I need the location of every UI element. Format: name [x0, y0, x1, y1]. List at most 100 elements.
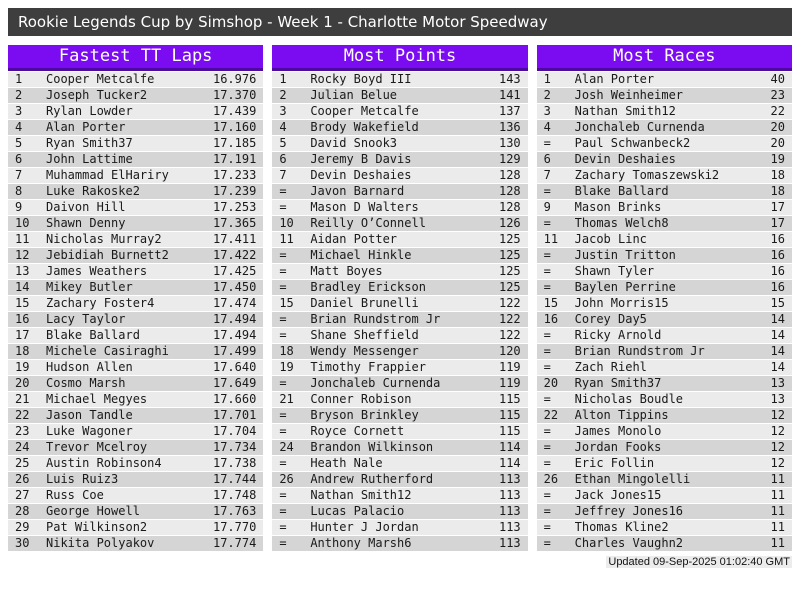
updated-timestamp: Updated 09-Sep-2025 01:02:40 GMT [606, 556, 792, 568]
value-cell: 11 [770, 488, 785, 502]
driver-name-cell: James Weathers [46, 264, 148, 278]
table-row: 22 Jason Tandle 17.701 [8, 408, 264, 423]
driver-name-cell: Charles Vaughn2 [574, 536, 684, 550]
value-cell: 11 [770, 472, 785, 486]
rank-cell: 6 [543, 152, 551, 166]
value-cell: 114 [498, 456, 521, 470]
driver-name-cell: George Howell [46, 504, 140, 518]
table-row: 9 Daivon Hill 17.253 [8, 200, 264, 215]
driver-name-cell: John Lattime [46, 152, 133, 166]
driver-name-cell: Nicholas Murray2 [46, 232, 162, 246]
table-row: = Jordan Fooks 12 [536, 440, 792, 455]
driver-name-cell: Timothy Frappier [310, 360, 426, 374]
rank-cell: 5 [279, 136, 287, 150]
table-row: 22 Alton Tippins 12 [536, 408, 792, 423]
value-cell: 113 [498, 536, 521, 550]
driver-name-cell: John Morris15 [574, 296, 669, 310]
driver-name-cell: Pat Wilkinson2 [46, 520, 148, 534]
rank-cell: 5 [15, 136, 23, 150]
driver-name-cell: Blake Ballard [46, 328, 140, 342]
table-row: = Eric Follin 12 [536, 456, 792, 471]
driver-name-cell: Heath Nale [310, 456, 383, 470]
value-cell: 18 [770, 168, 785, 182]
rank-cell: = [279, 328, 287, 342]
table-row: 24 Trevor Mcelroy 17.734 [8, 440, 264, 455]
table-row: = Mason D Walters 128 [272, 200, 528, 215]
rank-cell: 9 [15, 200, 23, 214]
value-cell: 17.494 [212, 312, 257, 326]
value-cell: 125 [498, 280, 521, 294]
driver-name-cell: Cosmo Marsh [46, 376, 126, 390]
table-row: = Nicholas Boudle 13 [536, 392, 792, 407]
driver-name-cell: Nikita Polyakov [46, 536, 155, 550]
value-cell: 12 [770, 424, 785, 438]
value-cell: 17.239 [212, 184, 257, 198]
table-row: 24 Brandon Wilkinson 114 [272, 440, 528, 455]
value-cell: 17.738 [212, 456, 257, 470]
rank-cell: 23 [15, 424, 30, 438]
value-cell: 143 [498, 72, 521, 86]
rank-cell: = [543, 520, 551, 534]
driver-name-cell: Josh Weinheimer [574, 88, 684, 102]
value-cell: 12 [770, 440, 785, 454]
value-cell: 115 [498, 424, 521, 438]
driver-name-cell: Aidan Potter [310, 232, 398, 246]
value-cell: 125 [498, 248, 521, 262]
value-cell: 17.233 [212, 168, 257, 182]
table-row: = Paul Schwanbeck2 20 [536, 136, 792, 151]
rank-cell: 18 [15, 344, 30, 358]
panel-header: Most Races [536, 45, 792, 71]
rank-cell: 9 [543, 200, 551, 214]
value-cell: 17.411 [212, 232, 257, 246]
table-row: 26 Ethan Mingolelli 11 [536, 472, 792, 487]
table-row: = Brian Rundstrom Jr 14 [536, 344, 792, 359]
rank-cell: 7 [543, 168, 551, 182]
rank-cell: 2 [15, 88, 23, 102]
table-row: 19 Hudson Allen 17.640 [8, 360, 264, 375]
driver-name-cell: Michael Hinkle [310, 248, 412, 262]
value-cell: 129 [498, 152, 521, 166]
driver-name-cell: Reilly O’Connell [310, 216, 426, 230]
rank-cell: 6 [15, 152, 23, 166]
table-row: 10 Reilly O’Connell 126 [272, 216, 528, 231]
table-row: = Lucas Palacio 113 [272, 504, 528, 519]
value-cell: 120 [498, 344, 521, 358]
table-row: = Michael Hinkle 125 [272, 248, 528, 263]
rank-cell: 3 [279, 104, 287, 118]
rank-cell: 3 [543, 104, 551, 118]
driver-name-cell: Jeffrey Jones16 [574, 504, 684, 518]
value-cell: 17.425 [212, 264, 257, 278]
table-row: = Nathan Smith12 113 [272, 488, 528, 503]
table-row: 11 Nicholas Murray2 17.411 [8, 232, 264, 247]
value-cell: 128 [498, 184, 521, 198]
driver-name-cell: David Snook3 [310, 136, 398, 150]
rank-cell: 4 [279, 120, 287, 134]
driver-name-cell: Matt Boyes [310, 264, 383, 278]
table-row: = Jack Jones15 11 [536, 488, 792, 503]
table-row: 7 Devin Deshaies 128 [272, 168, 528, 183]
rank-cell: = [543, 216, 551, 230]
value-cell: 17.365 [212, 216, 257, 230]
table-row: 20 Cosmo Marsh 17.649 [8, 376, 264, 391]
driver-name-cell: Michael Megyes [46, 392, 148, 406]
value-cell: 17.185 [212, 136, 257, 150]
rank-cell: 27 [15, 488, 30, 502]
rank-cell: 1 [543, 72, 551, 86]
value-cell: 19 [770, 152, 785, 166]
rank-cell: 7 [15, 168, 23, 182]
driver-name-cell: Zach Riehl [574, 360, 647, 374]
table-row: = Jeffrey Jones16 11 [536, 504, 792, 519]
driver-name-cell: Thomas Welch8 [574, 216, 669, 230]
rank-cell: = [279, 184, 287, 198]
value-cell: 17.704 [212, 424, 257, 438]
table-row: 4 Jonchaleb Curnenda 20 [536, 120, 792, 135]
value-cell: 125 [498, 264, 521, 278]
table-row: 29 Pat Wilkinson2 17.770 [8, 520, 264, 535]
driver-name-cell: Julian Belue [310, 88, 398, 102]
table-row: = Blake Ballard 18 [536, 184, 792, 199]
driver-name-cell: Daivon Hill [46, 200, 126, 214]
driver-name-cell: Jonchaleb Curnenda [310, 376, 441, 390]
driver-name-cell: Royce Cornett [310, 424, 405, 438]
panel-most-races: Most Races 1 Alan Porter 40 2 Josh Weinheime… [536, 45, 792, 552]
table-row: = Javon Barnard 128 [272, 184, 528, 199]
